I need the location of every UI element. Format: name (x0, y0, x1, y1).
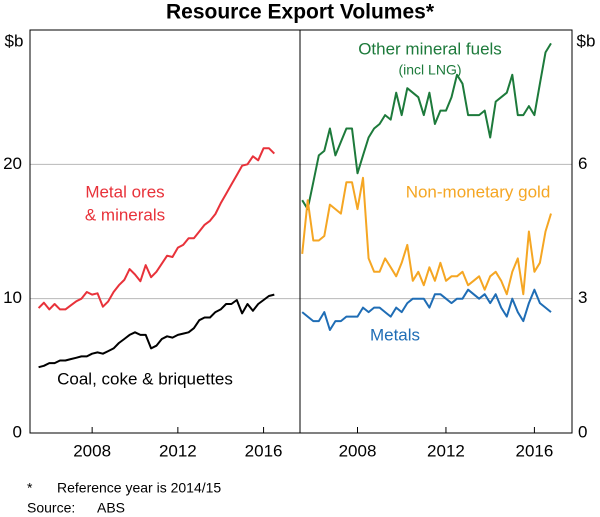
x-tick-label: 2008 (339, 441, 377, 460)
series-line (301, 42, 552, 211)
series-label: Metals (370, 325, 420, 344)
series-label: Metal ores (85, 182, 164, 201)
chart-title: Resource Export Volumes* (166, 1, 435, 24)
series-line (301, 176, 552, 296)
y-axis-label: $b (5, 31, 24, 50)
x-tick-label: 2016 (515, 441, 553, 460)
x-tick-label: 2016 (245, 441, 283, 460)
source-text: ABS (97, 500, 125, 516)
x-tick-label: 2012 (159, 441, 197, 460)
series-line (37, 147, 276, 311)
y-tick-label: 0 (13, 422, 22, 441)
series-label: Other mineral fuels (358, 39, 502, 58)
source-label: Source: (27, 500, 75, 516)
series-label: Non-monetary gold (406, 182, 551, 201)
x-tick-label: 2008 (73, 441, 111, 460)
series-label: & minerals (85, 205, 165, 224)
series-label: (incl LNG) (398, 62, 461, 78)
y-axis-label: $b (577, 31, 596, 50)
series-label: Coal, coke & briquettes (57, 369, 233, 388)
y-tick-label: 0 (578, 422, 587, 441)
note-mark: * (27, 480, 33, 496)
y-tick-label: 20 (3, 154, 22, 173)
note-text: Reference year is 2014/15 (57, 480, 221, 496)
x-tick-label: 2012 (427, 441, 465, 460)
y-tick-label: 10 (3, 288, 22, 307)
series-line (301, 288, 552, 331)
plot-frame (29, 29, 573, 434)
y-tick-label: 6 (578, 154, 587, 173)
series-line (38, 293, 275, 369)
y-tick-label: 3 (578, 288, 587, 307)
